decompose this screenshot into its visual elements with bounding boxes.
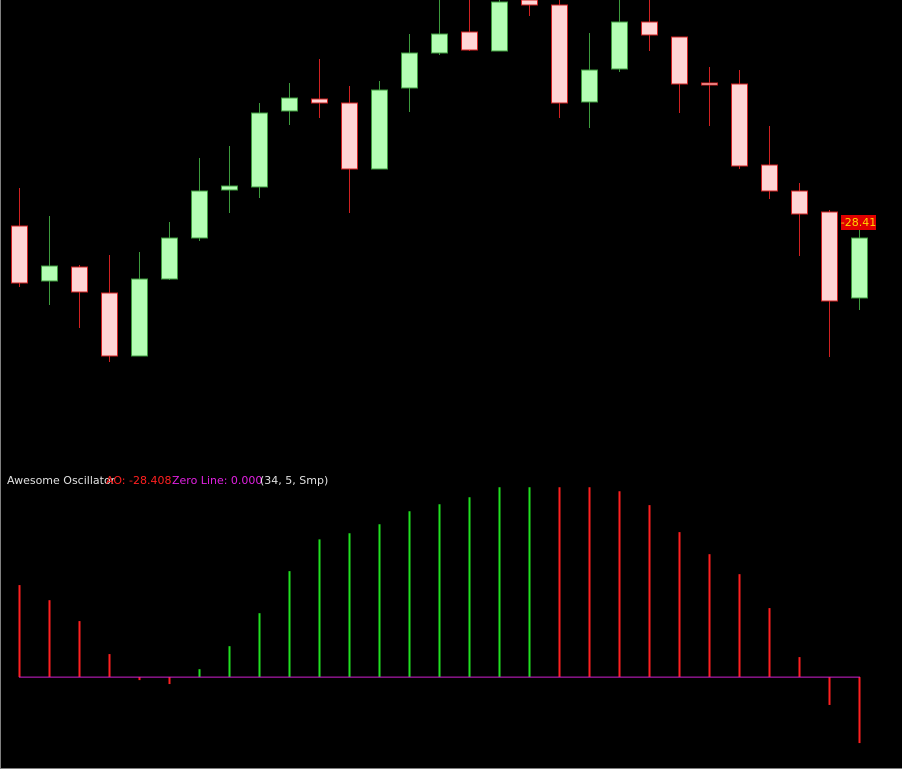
candle-body xyxy=(821,211,838,302)
candle-body xyxy=(41,265,58,282)
candle-body xyxy=(461,31,478,51)
candle-body xyxy=(401,52,418,89)
candle-body xyxy=(161,237,178,280)
ao-value: AO: -28.408 xyxy=(106,474,171,487)
candle-body xyxy=(371,89,388,170)
candle-body xyxy=(191,190,208,239)
candle-body xyxy=(671,36,688,85)
candle-body xyxy=(221,185,238,191)
candle-body xyxy=(791,190,808,215)
candle-body xyxy=(281,97,298,112)
candle-body xyxy=(431,33,448,54)
candle-body xyxy=(731,83,748,167)
candle-body xyxy=(701,82,718,86)
candle-body xyxy=(641,21,658,36)
candle-body xyxy=(851,237,868,299)
candle-body xyxy=(551,4,568,104)
candle-body xyxy=(251,112,268,188)
candle-body xyxy=(341,102,358,170)
candle-body xyxy=(71,266,88,293)
indicator-legend: Awesome Oscillator AO: -28.408 Zero Line… xyxy=(7,474,328,487)
last-value-tag-bg xyxy=(841,215,876,230)
candle-body xyxy=(521,0,538,6)
candle-body xyxy=(761,164,778,192)
indicator-title: Awesome Oscillator xyxy=(7,474,116,487)
candle-body xyxy=(101,292,118,357)
last-value-tag: -28.41 xyxy=(841,216,876,229)
candle-body xyxy=(131,278,148,357)
candle-body xyxy=(581,69,598,103)
params: (34, 5, Smp) xyxy=(260,474,328,487)
candle-body xyxy=(491,1,508,52)
candle-body xyxy=(11,225,28,284)
candle-body xyxy=(611,21,628,70)
zero-line-text: Zero Line: 0.000 xyxy=(172,474,262,487)
candle-body xyxy=(311,98,328,104)
